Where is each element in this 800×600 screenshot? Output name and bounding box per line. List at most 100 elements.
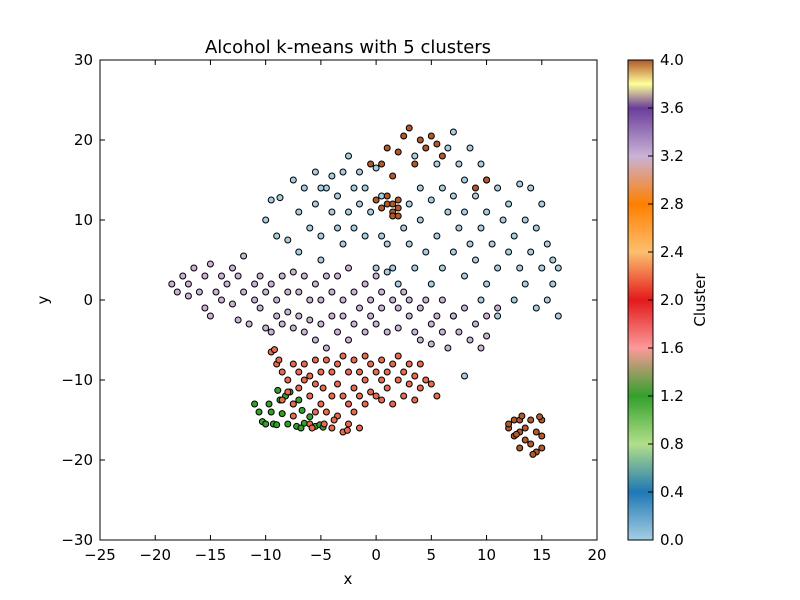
- data-point-cluster-1: [262, 420, 270, 428]
- data-point-cluster-4: [483, 176, 491, 184]
- data-point-cluster-2: [322, 356, 330, 364]
- data-point-cluster-2: [356, 368, 363, 376]
- data-point-cluster-0: [367, 208, 375, 216]
- x-tick-label: −10: [250, 546, 282, 564]
- data-point-cluster-2: [383, 384, 391, 392]
- data-point-cluster-2: [271, 346, 278, 354]
- data-point-cluster-0: [444, 144, 452, 152]
- data-point-cluster-3: [416, 304, 424, 312]
- data-point-cluster-0: [433, 160, 441, 168]
- data-point-cluster-1: [284, 420, 292, 428]
- data-point-cluster-0: [532, 224, 540, 232]
- data-point-cluster-4: [394, 148, 402, 156]
- data-point-cluster-0: [521, 216, 529, 224]
- data-point-cluster-0: [311, 200, 319, 208]
- data-point-cluster-2: [427, 380, 435, 388]
- data-point-cluster-2: [334, 360, 341, 368]
- data-point-cluster-4: [411, 160, 419, 168]
- data-point-cluster-4: [433, 140, 441, 148]
- data-point-cluster-2: [367, 388, 375, 396]
- data-point-cluster-4: [372, 196, 380, 204]
- data-point-cluster-4: [416, 136, 424, 144]
- data-point-cluster-3: [328, 312, 336, 320]
- data-point-cluster-3: [483, 312, 491, 320]
- data-point-cluster-0: [461, 372, 468, 380]
- data-point-cluster-2: [328, 368, 336, 376]
- data-point-cluster-0: [527, 248, 535, 256]
- data-point-cluster-0: [538, 264, 546, 272]
- data-point-cluster-3: [206, 312, 214, 320]
- data-point-cluster-0: [532, 304, 540, 312]
- x-tick-label: 20: [587, 546, 606, 564]
- data-point-cluster-3: [461, 304, 468, 312]
- data-point-cluster-2: [378, 396, 386, 404]
- data-point-cluster-4: [538, 432, 546, 440]
- data-point-cluster-2: [308, 424, 316, 432]
- data-point-cluster-2: [295, 368, 303, 376]
- x-tick-label: 15: [532, 546, 551, 564]
- data-point-cluster-3: [212, 288, 220, 296]
- data-point-cluster-0: [295, 248, 303, 256]
- data-point-cluster-2: [317, 368, 325, 376]
- data-point-cluster-3: [438, 296, 446, 304]
- data-point-cluster-0: [284, 236, 292, 244]
- data-point-cluster-0: [427, 280, 435, 288]
- data-point-cluster-3: [383, 328, 391, 336]
- data-point-cluster-3: [322, 344, 330, 352]
- data-point-cluster-3: [273, 312, 281, 320]
- data-point-cluster-0: [289, 176, 297, 184]
- data-point-cluster-2: [295, 384, 303, 392]
- data-point-cluster-0: [378, 232, 386, 240]
- data-point-cluster-0: [461, 272, 468, 280]
- data-point-cluster-0: [510, 232, 518, 240]
- y-tick-label: 30: [74, 51, 93, 69]
- data-point-cluster-3: [184, 292, 192, 300]
- data-point-cluster-3: [405, 296, 413, 304]
- data-point-cluster-0: [494, 312, 502, 320]
- data-point-cluster-3: [173, 288, 181, 296]
- data-point-cluster-3: [240, 252, 248, 260]
- data-point-cluster-3: [317, 296, 325, 304]
- data-point-cluster-2: [278, 368, 286, 376]
- data-point-cluster-0: [273, 232, 281, 240]
- data-point-cluster-0: [444, 208, 452, 216]
- data-point-cluster-3: [306, 296, 314, 304]
- data-point-cluster-2: [284, 376, 292, 384]
- data-point-cluster-3: [483, 332, 491, 340]
- chart-title: Alcohol k-means with 5 clusters: [205, 37, 491, 58]
- x-tick-label: −15: [195, 546, 227, 564]
- data-point-cluster-2: [320, 420, 328, 428]
- data-point-cluster-0: [494, 184, 502, 192]
- data-point-cluster-2: [350, 356, 358, 364]
- data-point-cluster-1: [267, 408, 275, 416]
- data-point-cluster-0: [400, 224, 408, 232]
- data-point-cluster-1: [298, 406, 306, 414]
- data-point-cluster-3: [472, 320, 479, 328]
- data-point-cluster-0: [334, 224, 341, 232]
- data-point-cluster-3: [367, 312, 375, 320]
- data-point-cluster-4: [405, 124, 413, 132]
- data-point-cluster-3: [361, 328, 369, 336]
- data-point-cluster-0: [372, 164, 380, 172]
- data-point-cluster-3: [289, 268, 297, 276]
- data-point-cluster-4: [532, 428, 540, 436]
- data-point-cluster-1: [251, 400, 259, 408]
- data-point-cluster-0: [411, 152, 419, 160]
- x-tick-label: 5: [427, 546, 437, 564]
- data-point-cluster-3: [234, 272, 242, 280]
- data-point-cluster-3: [334, 272, 341, 280]
- data-point-cluster-0: [361, 232, 369, 240]
- data-point-cluster-2: [311, 356, 319, 364]
- data-point-cluster-3: [438, 328, 446, 336]
- data-point-cluster-3: [229, 300, 236, 308]
- data-point-cluster-3: [195, 288, 203, 296]
- data-point-cluster-2: [383, 368, 391, 376]
- data-point-cluster-4: [394, 212, 402, 220]
- data-point-cluster-4: [383, 144, 391, 152]
- y-tick-label: 10: [74, 211, 93, 229]
- data-point-cluster-3: [284, 288, 292, 296]
- data-point-cluster-2: [361, 352, 369, 360]
- data-point-cluster-3: [179, 272, 187, 280]
- data-point-cluster-3: [295, 288, 303, 296]
